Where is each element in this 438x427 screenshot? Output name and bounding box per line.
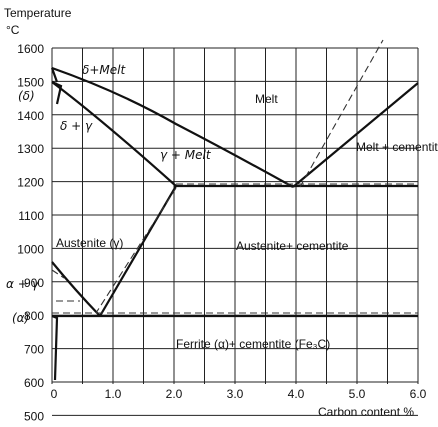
x-tick-label: 0 <box>51 387 58 401</box>
y-tick-label: 1000 <box>17 242 44 256</box>
y-tick-label: 800 <box>24 309 44 323</box>
x-tick-label: 2.0 <box>166 387 183 401</box>
austenite-ferrite-boundary <box>51 261 101 317</box>
ferrite-solvus <box>51 314 59 381</box>
y-tick-label: 1100 <box>18 209 44 223</box>
dashed-a3 <box>51 269 65 279</box>
solidus <box>51 81 177 187</box>
liquidus-left <box>51 66 294 188</box>
label-delta: (δ) <box>18 89 35 103</box>
x-tick-label: 3.0 <box>227 387 244 401</box>
y-tick-labels: 1600 1500 1400 1300 1200 1100 1000 900 800 700 600… <box>17 42 44 423</box>
label-austenite: Austenite (γ) <box>56 236 123 250</box>
x-axis-title: Carbon content % <box>318 405 414 419</box>
phase-boundaries <box>50 66 419 381</box>
grid <box>51 47 419 416</box>
x-tick-label: 6.0 <box>410 387 427 401</box>
x-tick-label: 1.0 <box>105 387 122 401</box>
y-tick-label: 500 <box>24 409 44 423</box>
x-tick-label: 4.0 <box>288 387 305 401</box>
y-axis-title: Temperature <box>4 6 72 20</box>
dashed-stable-lines <box>51 39 418 314</box>
y-tick-label: 1500 <box>17 75 44 89</box>
austenite-cementite-solvus <box>99 185 177 317</box>
label-delta-gamma: δ + γ <box>60 119 93 133</box>
dashed-solubility <box>95 187 177 314</box>
delta-boundary-2 <box>51 80 63 105</box>
label-alpha-gamma: α + γ <box>6 277 40 291</box>
x-tick-label: 5.0 <box>349 387 366 401</box>
label-melt-cementite: Melt + cementite <box>356 140 438 154</box>
y-tick-label: 1600 <box>17 42 44 56</box>
y-tick-label: 700 <box>24 343 44 357</box>
y-tick-label: 1300 <box>17 142 44 156</box>
y-axis-unit: °C <box>6 23 20 37</box>
label-gamma-melt: γ + Melt <box>160 148 212 162</box>
y-tick-label: 900 <box>24 276 44 290</box>
delta-boundary-1 <box>50 67 59 83</box>
y-tick-label: 600 <box>24 376 44 390</box>
label-alpha: (α) <box>12 311 29 325</box>
label-melt: Melt <box>255 92 278 106</box>
liquidus-right <box>292 82 419 188</box>
label-ferrite-cementite: Ferrite (α)+ cementite (Fe₃C) <box>176 337 330 351</box>
y-tick-label: 1200 <box>17 176 44 190</box>
label-austenite-cementite: Austenite+ cementite <box>236 239 349 253</box>
y-tick-label: 1400 <box>17 109 44 123</box>
dashed-graphite-liquidus <box>299 39 384 188</box>
x-tick-labels: 0 1.0 2.0 3.0 4.0 5.0 6.0 <box>51 387 427 401</box>
label-delta-melt: δ+Melt <box>82 63 126 77</box>
